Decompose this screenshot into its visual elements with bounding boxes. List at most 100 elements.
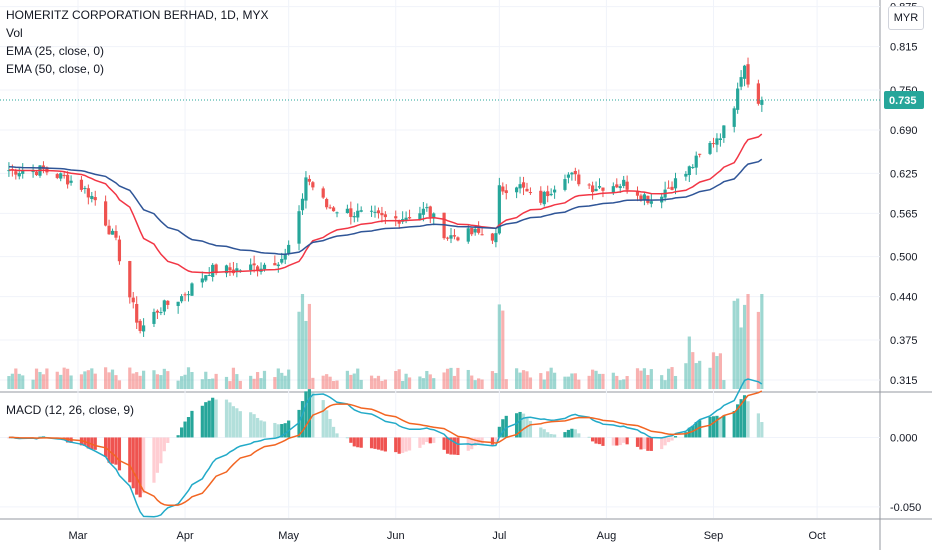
candle-body — [252, 263, 256, 266]
volume-bar — [142, 370, 146, 389]
candle-body — [79, 179, 84, 190]
candle-body — [746, 64, 750, 85]
candle-body — [345, 208, 349, 214]
volume-bar — [359, 379, 363, 389]
candle-body — [611, 186, 615, 193]
candle-body — [497, 185, 501, 234]
macd-hist-bar — [670, 437, 674, 441]
volume-bar — [83, 371, 87, 389]
legend-vol: Vol — [6, 26, 23, 40]
volume-bar — [494, 373, 498, 389]
volume-bar — [252, 378, 256, 389]
macd-hist-bar — [249, 412, 253, 438]
volume-bar — [639, 370, 643, 389]
candle-body — [694, 155, 698, 168]
volume-bar — [711, 352, 716, 389]
volume-bar — [307, 303, 311, 389]
volume-bar — [131, 373, 135, 389]
candle-body — [352, 216, 356, 218]
legend-ema50: EMA (50, close, 0) — [6, 62, 105, 76]
macd-hist-bar — [287, 420, 291, 438]
macd-hist-bar — [666, 437, 671, 443]
macd-hist-bar — [152, 437, 156, 483]
volume-bar — [287, 369, 291, 389]
candle-body — [55, 174, 59, 178]
volume-bar — [41, 374, 46, 389]
candle-body — [421, 208, 425, 215]
macd-hist-bar — [297, 409, 301, 438]
candle-body — [732, 108, 736, 127]
candle-body — [179, 296, 184, 302]
volume-bar — [442, 372, 446, 389]
macd-hist-bar — [373, 437, 377, 449]
candle-body — [521, 182, 526, 188]
macd-hist-bar — [501, 419, 505, 438]
volume-bar — [452, 375, 457, 389]
candle-body — [601, 187, 605, 191]
volume-bar — [166, 371, 170, 389]
candle-body — [597, 186, 602, 188]
macd-hist-bar — [515, 413, 519, 438]
macd-hist-bar — [711, 416, 716, 438]
volume-bar — [497, 304, 501, 389]
signal-line — [8, 390, 763, 507]
macd-hist-bar — [718, 416, 722, 438]
volume-bar — [283, 375, 287, 389]
macd-hist-bar — [708, 416, 712, 438]
volume-bar — [394, 371, 398, 389]
candle-body — [59, 173, 63, 179]
macd-hist-bar — [591, 437, 595, 442]
candle-body — [373, 211, 377, 213]
candle-body — [615, 184, 619, 188]
volume-bar — [255, 372, 260, 389]
volume-bar — [718, 353, 722, 389]
volume-bar — [428, 374, 432, 389]
volume-bar — [17, 373, 21, 389]
macd-hist-bar — [573, 429, 577, 438]
volume-bar — [190, 372, 194, 389]
candle-body — [473, 228, 477, 233]
macd-hist-bar — [300, 401, 305, 438]
candle-body — [356, 210, 360, 218]
macd-hist-bar — [418, 437, 422, 448]
candle-body — [62, 174, 66, 177]
candle-body — [563, 179, 567, 190]
time-tick-label: Apr — [176, 530, 193, 542]
candle-body — [622, 179, 626, 186]
candle-body — [480, 234, 484, 236]
candle-body — [566, 174, 571, 178]
volume-bar — [86, 370, 90, 389]
volume-bar — [224, 376, 229, 389]
candle-body — [107, 225, 111, 235]
macd-hist-bar — [425, 437, 429, 443]
candle-body — [445, 237, 450, 239]
volume-bar — [345, 370, 349, 389]
volume-bar — [276, 368, 280, 389]
macd-hist-bar — [356, 437, 360, 448]
volume-bar — [204, 371, 208, 389]
volume-bar — [666, 368, 671, 389]
volume-bar — [739, 327, 743, 389]
volume-bar — [297, 311, 301, 389]
candle-body — [684, 173, 688, 177]
candle-body — [549, 193, 553, 196]
currency-button[interactable]: MYR — [888, 6, 924, 30]
volume-bar — [570, 373, 574, 389]
volume-bar — [304, 320, 308, 389]
macd-hist-bar — [449, 437, 453, 455]
volume-bar — [418, 376, 422, 389]
candle-body — [262, 264, 267, 270]
volume-bar — [601, 373, 605, 389]
volume-bar — [259, 378, 263, 389]
candle-body — [501, 186, 505, 192]
candle-body — [228, 267, 232, 271]
volume-bar — [321, 375, 325, 389]
candle-body — [642, 194, 647, 201]
macd-hist-bar — [166, 437, 170, 443]
candle-body — [376, 210, 381, 214]
macd-hist-bar — [625, 437, 629, 445]
candle-body — [539, 190, 543, 203]
macd-hist-bar — [142, 437, 146, 494]
volume-bar — [722, 380, 726, 389]
